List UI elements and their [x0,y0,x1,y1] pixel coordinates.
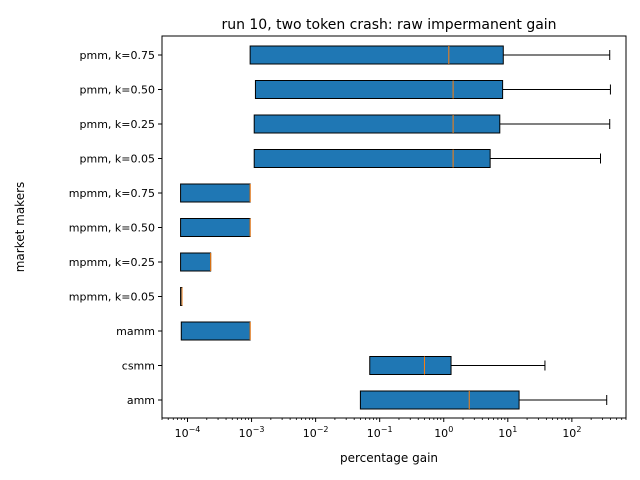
x-tick-label: 100 [434,425,453,440]
box [180,321,251,341]
y-tick-label: mpmm, k=0.25 [69,256,155,269]
box-group-4 [180,252,212,272]
box [253,114,501,134]
y-axis-label: market makers [13,182,27,273]
x-tick-label-base: 10 [175,427,189,440]
y-tick-label: mpmm, k=0.05 [69,291,155,304]
x-tick-label: 102 [562,425,581,440]
box [180,183,251,203]
x-tick-label: 10−2 [303,425,329,440]
y-tick-label: amm [127,394,155,407]
chart-title: run 10, two token crash: raw impermanent… [221,17,556,33]
x-tick-label-exponent: 0 [448,425,453,434]
y-tick-label: pmm, k=0.25 [80,118,156,131]
box-group-0 [359,390,608,410]
x-tick-label-exponent: −3 [253,425,265,434]
y-tick-label: csmm [122,360,155,373]
y-tick-label: mpmm, k=0.50 [69,222,155,235]
box [180,252,212,272]
box-group-7 [253,149,602,168]
y-tick-label: mpmm, k=0.75 [69,187,155,200]
x-tick-label-base: 10 [239,427,253,440]
box-group-3 [180,287,183,306]
box [253,149,491,168]
x-axis-label: percentage gain [340,451,438,465]
box [359,390,520,410]
x-tick-label: 10−1 [367,425,393,440]
box-group-10 [249,45,611,65]
y-tick-label: pmm, k=0.50 [80,84,156,97]
box-group-1 [369,356,546,375]
y-axis-ticks: amm csmm mamm mpmm, k=0.05 mpmm, k=0.25 mpmm,… [69,49,162,407]
x-tick-label-exponent: −1 [381,425,393,434]
x-tick-label-base: 10 [498,427,512,440]
x-axis-ticks: 10−4 10−3 10−2 10−1 100 101 102 [161,418,627,440]
box-group-8 [253,114,611,134]
y-tick-label: pmm, k=0.75 [80,49,156,62]
x-tick-label-exponent: 2 [576,425,581,434]
box [254,80,504,99]
x-tick-label-base: 10 [303,427,317,440]
box-group-6 [180,183,251,203]
box-group-9 [254,80,611,99]
x-tick-label-exponent: 1 [512,425,517,434]
box-group-5 [180,218,251,237]
x-tick-label: 10−4 [175,425,201,440]
box-group-2 [180,321,251,341]
box [180,218,251,237]
x-tick-label-base: 10 [434,427,448,440]
x-tick-label: 101 [498,425,517,440]
plot-area [180,45,611,410]
x-tick-label-exponent: −2 [317,425,329,434]
y-tick-label: pmm, k=0.05 [80,153,156,166]
box [369,356,452,375]
x-tick-label: 10−3 [239,425,265,440]
box [249,45,504,65]
x-tick-label-exponent: −4 [189,425,201,434]
x-tick-label-base: 10 [367,427,381,440]
x-tick-label-base: 10 [562,427,576,440]
y-tick-label: mamm [116,325,155,338]
